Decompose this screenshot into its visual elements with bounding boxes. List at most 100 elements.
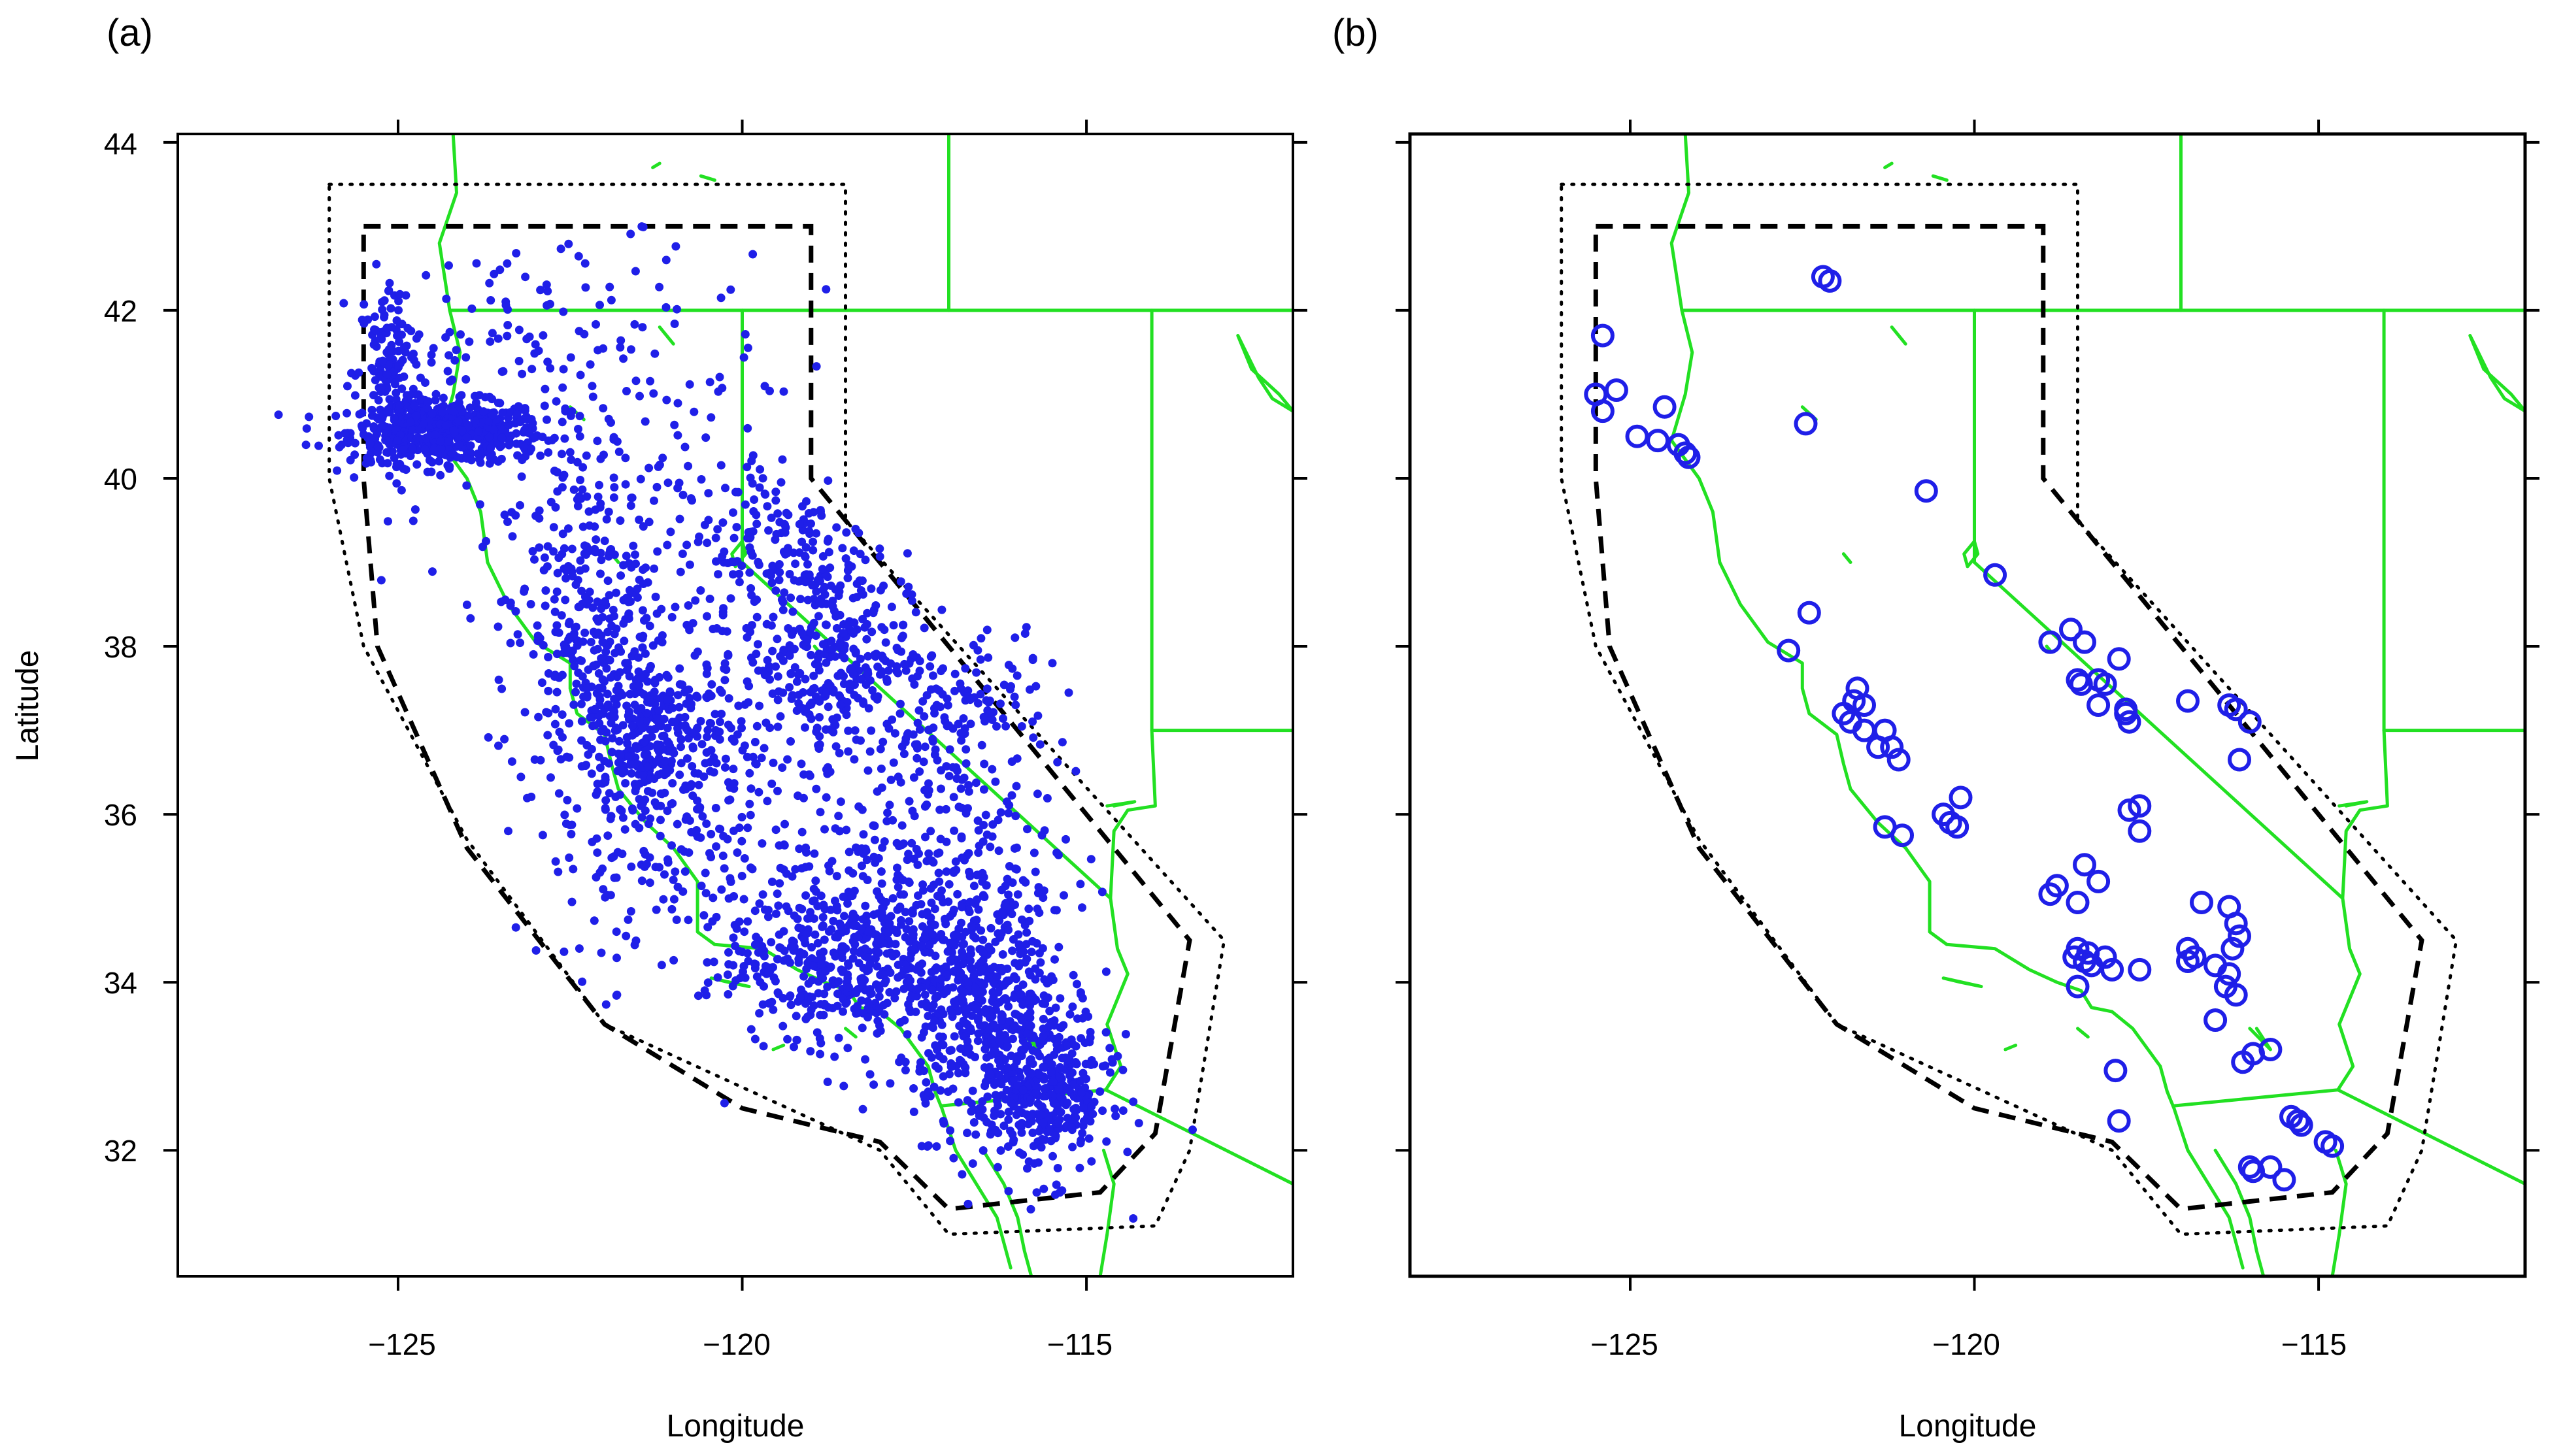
panel-a-epicenter-point (977, 634, 986, 643)
panel-b-event-circle (2224, 912, 2248, 936)
panel-a-epicenter-point (693, 796, 702, 805)
panel-a-epicenter-point (553, 468, 562, 477)
panel-a-epicenter-point (1022, 623, 1031, 632)
panel-a-epicenter-point (498, 408, 507, 418)
panel-a-epicenter-point (821, 967, 830, 976)
panel-a-epicenter-point (1001, 721, 1011, 731)
panel-a-epicenter-point (1007, 757, 1016, 766)
panel-a-epicenter-point (914, 706, 924, 715)
panel-a-epicenter-point (845, 685, 854, 694)
panel-a-epicenter-point (1012, 1055, 1021, 1065)
panel-a-epicenter-point (888, 715, 897, 724)
panel-a-epicenter-point (504, 827, 512, 836)
panel-a-epicenter-point (864, 704, 873, 713)
panel-a-epicenter-point (1013, 890, 1022, 899)
panel-b-coastline-border-19 (1841, 552, 1852, 564)
panel-a-epicenter-point (702, 669, 711, 678)
panel-a-epicenter-point (678, 680, 687, 689)
panel-a-epicenter-point (875, 544, 884, 554)
panel-a-epicenter-point (1105, 1044, 1114, 1053)
panel-a-epicenter-point (937, 1020, 946, 1029)
panel-a-epicenter-point (467, 304, 477, 313)
panel-a-epicenter-point (596, 499, 605, 508)
panel-a-epicenter-point (457, 391, 466, 400)
panel-a-epicenter-point (980, 1044, 990, 1053)
panel-a-epicenter-point (431, 430, 439, 439)
panel-a-epicenter-point (503, 414, 512, 423)
panel-a-epicenter-point (675, 514, 684, 523)
panel-a-epicenter-point (604, 414, 613, 423)
panel-a-epicenter-point (1077, 1088, 1086, 1097)
panel-a-epicenter-point (927, 899, 936, 907)
panel-a-epicenter-point (979, 1146, 988, 1155)
panel-a-epicenter-point (598, 864, 607, 873)
panel-a-epicenter-point (792, 677, 801, 686)
panel-a-epicenter-point (888, 951, 897, 961)
panel-a-epicenter-point (663, 723, 672, 733)
panel-a-epicenter-point (829, 686, 838, 695)
panel-a-epicenter-point (645, 665, 654, 674)
panel-a-epicenter-point (392, 395, 401, 404)
panel-a-epicenter-point (1041, 1135, 1050, 1144)
panel-a-epicenter-point (567, 544, 577, 554)
panel-a-epicenter-point (797, 864, 806, 873)
panel-a-epicenter-point (809, 671, 818, 680)
panel-a-epicenter-point (626, 760, 635, 769)
panel-a-epicenter-point (305, 412, 314, 422)
panel-a-epicenter-point (897, 633, 906, 642)
panel-a-epicenter-point (1129, 1097, 1138, 1106)
panel-a-epicenter-point (837, 669, 845, 678)
panel-a-epicenter-point (848, 869, 858, 878)
panel-a-epicenter-point (873, 692, 882, 701)
panel-a-epicenter-point (560, 434, 569, 443)
panel-a-epicenter-point (416, 373, 425, 382)
panel-a-epicenter-point (745, 543, 754, 552)
panel-a-epicenter-point (932, 701, 941, 710)
panel-a-epicenter-point (848, 909, 858, 918)
panel-a-epicenter-point (1054, 942, 1064, 951)
panel-a-epicenter-point (920, 742, 930, 752)
panel-a-epicenter-point (560, 471, 569, 480)
panel-a-epicenter-point (729, 892, 739, 901)
panel-a-epicenter-point (974, 905, 983, 914)
panel-a-epicenter-point (820, 650, 829, 659)
panel-a-epicenter-point (563, 645, 572, 654)
panel-a-epicenter-point (847, 562, 856, 571)
panel-a-epicenter-point (628, 806, 637, 815)
panel-a-epicenter-point (443, 437, 452, 446)
panel-a-epicenter-point (1004, 1115, 1013, 1124)
panel-a-epicenter-point (597, 555, 606, 565)
panel-a-epicenter-point (1067, 1123, 1077, 1133)
panel-a-epicenter-point (796, 948, 805, 957)
panel-a-epicenter-point (812, 1028, 822, 1037)
panel-a-epicenter-point (861, 944, 870, 953)
panel-a-epicenter-point (992, 722, 1001, 731)
panel-a-epicenter-point (945, 938, 954, 948)
panel-a-epicenter-point (867, 627, 877, 637)
panel-a-epicenter-point (771, 586, 780, 595)
panel-a-epicenter-point (1023, 1011, 1032, 1020)
panel-a-epicenter-point (1065, 1071, 1074, 1080)
panel-a-epicenter-point (414, 390, 423, 399)
panel-a-epicenter-point (521, 273, 530, 282)
panel-a-epicenter-point (435, 457, 444, 466)
panel-a-epicenter-point (619, 619, 628, 628)
panel-a-epicenter-point (552, 397, 561, 406)
panel-a-epicenter-point (612, 927, 621, 936)
panel-a-epicenter-point (945, 745, 954, 754)
panel-a-epicenter-point (393, 436, 402, 445)
panel-a-epicenter-point (656, 816, 665, 825)
panel-a-epicenter-point (995, 1070, 1004, 1080)
panel-a-epicenter-point (1063, 1099, 1072, 1108)
panel-a-epicenter-point (941, 804, 950, 814)
panel-a-epicenter-point (926, 827, 935, 836)
panel-a-epicenter-point (455, 440, 464, 450)
panel-b-event-circle (2237, 710, 2262, 734)
panel-a-epicenter-point (565, 853, 574, 862)
panel-a-epicenter-point (564, 524, 573, 533)
panel-b-event-circle (2045, 874, 2069, 898)
panel-a-epicenter-point (748, 250, 758, 259)
panel-a-epicenter-point (849, 921, 858, 930)
panel-a-epicenter-point (640, 616, 648, 625)
panel-a-epicenter-point (743, 343, 752, 352)
